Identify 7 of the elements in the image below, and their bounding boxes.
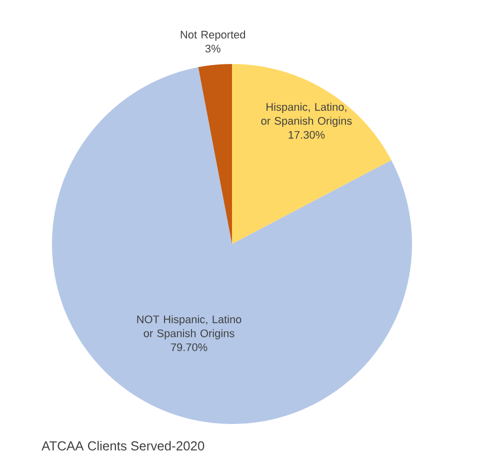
data-label: 79.70% <box>170 343 208 352</box>
slice-label: Hispanic, Latino, or Spanish Origins <box>261 102 352 127</box>
slice-label: NOT Hispanic, Latino or Spanish Origins <box>137 315 242 340</box>
text: ATCAA Clients Served-2020 <box>42 440 204 450</box>
data-label: 3% <box>205 44 220 52</box>
data-label: 17.30% <box>288 130 325 139</box>
slice-label: Not Reported <box>180 30 246 41</box>
